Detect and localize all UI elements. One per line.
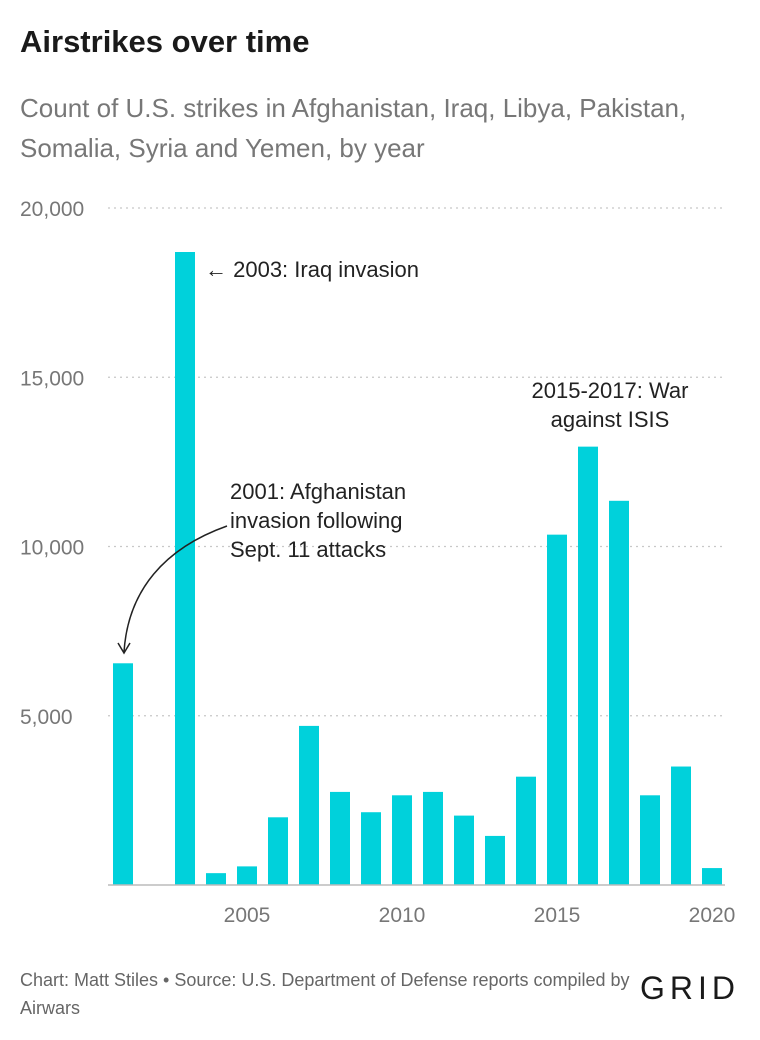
annotation-2001: 2001: Afghanistan invasion following Sept.… xyxy=(230,479,406,562)
annotations: ← 2003: Iraq invasion 2001: Afghanistan in… xyxy=(117,257,689,655)
chart-credit: Chart: Matt Stiles • Source: U.S. Depart… xyxy=(20,970,630,1018)
y-tick-label: 10,000 xyxy=(20,537,84,560)
bar-2009 xyxy=(361,812,381,885)
bar-2001 xyxy=(113,663,133,885)
bar-2020 xyxy=(702,868,722,885)
bar-2010 xyxy=(392,795,412,885)
bar-2017 xyxy=(609,500,629,885)
bar-2007 xyxy=(299,725,319,885)
annotation-arrow xyxy=(123,525,228,653)
y-axis-ticks: 5,000 10,000 15,000 20,000 xyxy=(20,198,84,729)
bar-2008 xyxy=(330,791,350,885)
bar-2003 xyxy=(175,252,195,885)
bar-chart: 5,000 10,000 15,000 20,000 2005 2010 2015 2020… xyxy=(20,198,736,927)
bar-2005 xyxy=(237,866,257,885)
chart-subtitle: Count of U.S. strikes in Afghanistan, Ir… xyxy=(20,93,687,163)
x-tick-label: 2005 xyxy=(224,904,271,927)
bar-2015 xyxy=(547,534,567,885)
annotation-arrowhead xyxy=(117,642,131,655)
x-tick-label: 2010 xyxy=(379,904,426,927)
y-tick-label: 5,000 xyxy=(20,706,73,729)
x-tick-label: 2015 xyxy=(534,904,581,927)
y-tick-label: 20,000 xyxy=(20,198,84,221)
bar-2006 xyxy=(268,817,288,885)
annotation-2016: 2015-2017: War against ISIS xyxy=(532,378,689,432)
bar-2004 xyxy=(206,873,226,885)
bars xyxy=(113,252,722,885)
bar-2014 xyxy=(516,776,536,885)
y-tick-label: 15,000 xyxy=(20,367,84,390)
bar-2019 xyxy=(671,766,691,885)
bar-2016 xyxy=(578,446,598,885)
bar-2012 xyxy=(454,815,474,885)
annotation-2003: ← 2003: Iraq invasion xyxy=(205,257,419,282)
bar-2018 xyxy=(640,795,660,885)
grid-lines xyxy=(108,207,725,717)
grid-logo: GRID xyxy=(640,970,740,1006)
x-axis-ticks: 2005 2010 2015 2020 xyxy=(224,904,736,927)
bar-2013 xyxy=(485,835,505,885)
bar-2011 xyxy=(423,791,443,885)
x-tick-label: 2020 xyxy=(689,904,736,927)
chart-title: Airstrikes over time xyxy=(20,24,310,59)
